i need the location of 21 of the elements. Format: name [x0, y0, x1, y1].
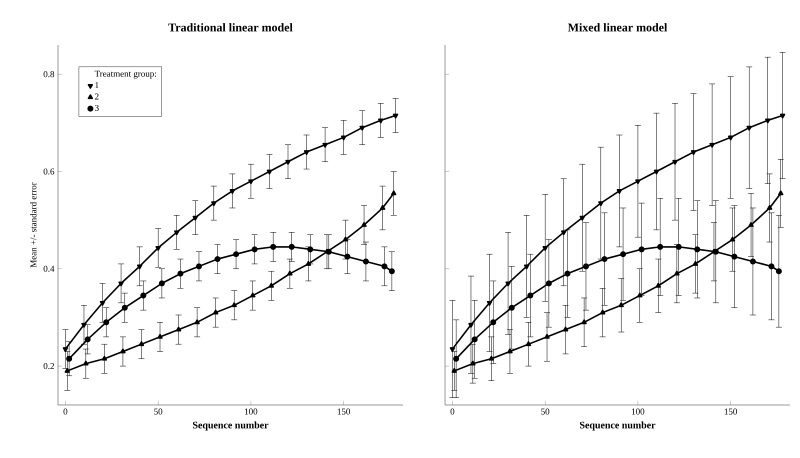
x-tick-label: 0 — [450, 408, 454, 415]
x-tick-label: 100 — [244, 408, 258, 415]
x-tick-label: 100 — [632, 408, 644, 415]
legend-label: 3 — [95, 104, 99, 111]
x-axis-title: Sequence number — [192, 421, 268, 430]
legend-label: 1 — [95, 82, 99, 88]
x-tick-label: 0 — [64, 408, 68, 415]
legend-title: Treatment group: — [94, 70, 156, 79]
x-tick-label: 150 — [338, 408, 350, 415]
chart-title: Traditional linear model — [168, 23, 293, 32]
x-tick-label: 150 — [724, 408, 738, 415]
y-axis-title: Mean +/- standard error — [30, 182, 36, 268]
y-tick-label: 0.6 — [44, 168, 54, 175]
legend-label: 2 — [94, 94, 99, 100]
y-tick-label: 0.8 — [44, 71, 54, 78]
x-tick-label: 50 — [541, 408, 550, 415]
x-axis-title: Sequence number — [580, 421, 656, 430]
y-tick-label: 0.2 — [44, 363, 54, 370]
x-tick-label: 50 — [154, 408, 162, 415]
chart-title: Mixed linear model — [568, 23, 668, 32]
y-tick-label: 0.4 — [44, 266, 54, 272]
